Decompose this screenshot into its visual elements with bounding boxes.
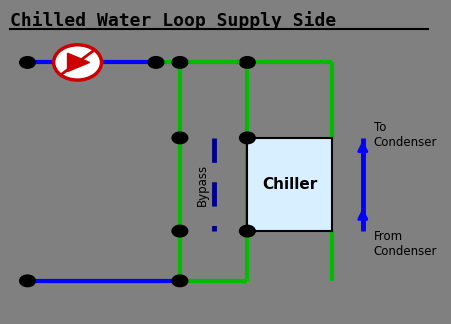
Circle shape (172, 57, 188, 68)
Circle shape (239, 225, 255, 237)
Text: From
Condenser: From Condenser (374, 230, 437, 258)
Circle shape (20, 275, 35, 287)
Circle shape (54, 45, 101, 80)
Circle shape (172, 275, 188, 287)
Circle shape (172, 225, 188, 237)
Circle shape (172, 132, 188, 144)
Text: Chiller: Chiller (262, 177, 318, 192)
Text: Bypass: Bypass (196, 163, 209, 205)
Circle shape (239, 132, 255, 144)
Circle shape (20, 57, 35, 68)
Circle shape (148, 57, 164, 68)
Text: To
Condenser: To Condenser (374, 121, 437, 149)
Circle shape (239, 57, 255, 68)
FancyBboxPatch shape (248, 138, 332, 231)
Polygon shape (68, 53, 90, 72)
Text: Chilled Water Loop Supply Side: Chilled Water Loop Supply Side (10, 11, 336, 30)
